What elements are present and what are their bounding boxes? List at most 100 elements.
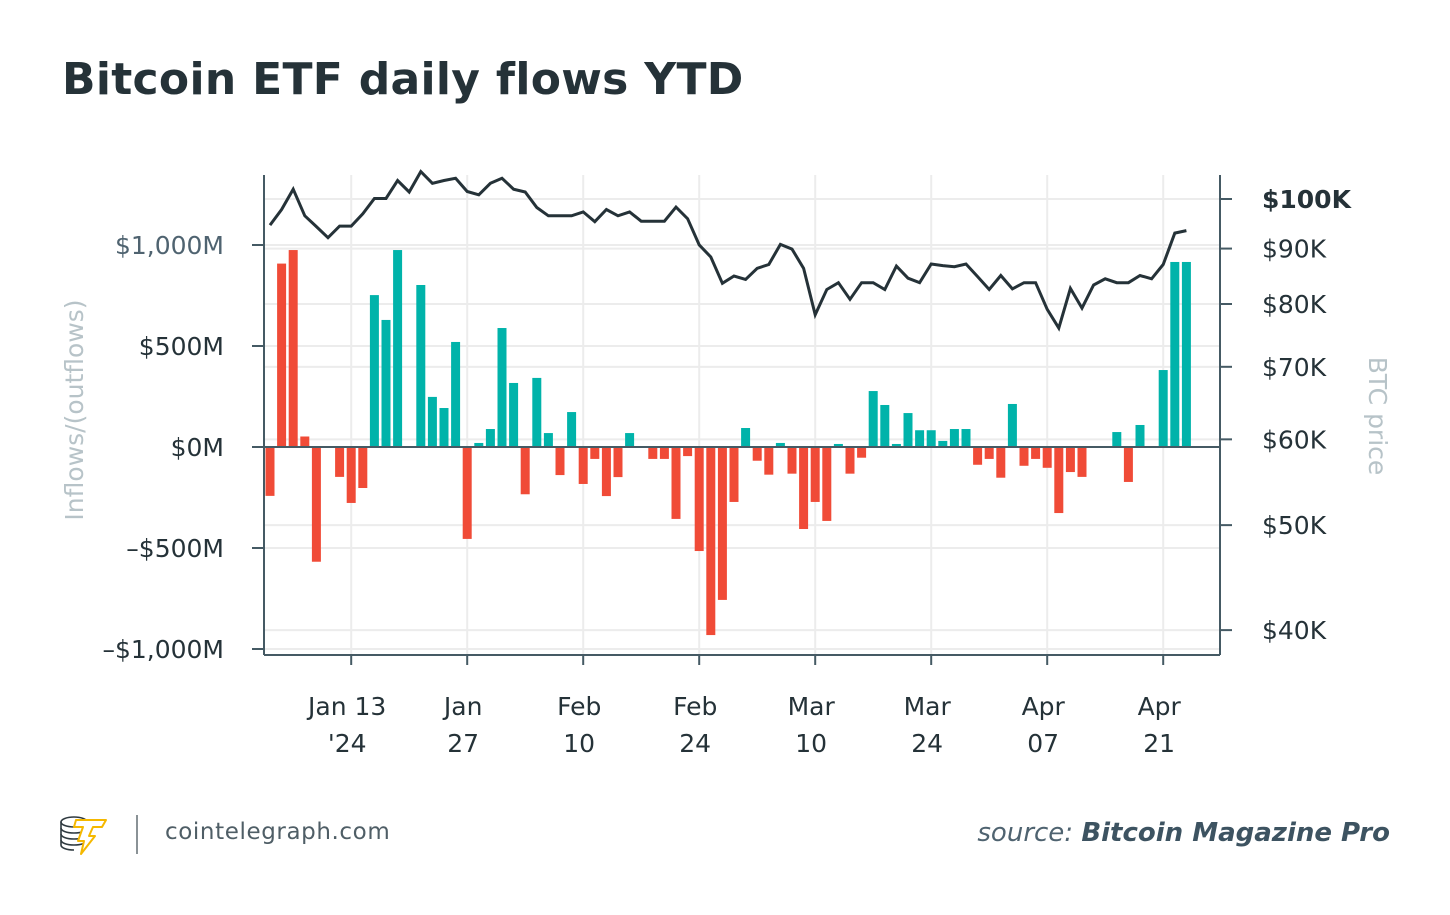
chart-title: Bitcoin ETF daily flows YTD bbox=[62, 54, 744, 105]
flow-bar bbox=[1054, 447, 1064, 514]
flow-bar bbox=[787, 447, 797, 474]
gridlines bbox=[264, 175, 1220, 655]
flow-bar bbox=[1135, 424, 1145, 447]
flow-bar bbox=[416, 284, 426, 447]
flow-bar bbox=[578, 447, 588, 484]
flow-bar bbox=[288, 250, 298, 447]
right-axis-title: BTC price bbox=[1363, 357, 1392, 476]
right-tick-label: $90K bbox=[1262, 235, 1327, 264]
flow-bar bbox=[694, 447, 704, 552]
flow-bar bbox=[532, 377, 542, 447]
left-axis-title: Inflows/(outflows) bbox=[60, 299, 89, 520]
flow-bar bbox=[451, 341, 461, 447]
flow-bar bbox=[335, 447, 345, 477]
flow-bar bbox=[1077, 447, 1087, 477]
flow-bar bbox=[973, 447, 983, 465]
flow-bar bbox=[1031, 447, 1041, 459]
flow-bar bbox=[358, 447, 368, 489]
flow-bar bbox=[509, 382, 519, 447]
x-tick-label-line2: 07 bbox=[1027, 729, 1059, 758]
flow-bar bbox=[717, 447, 727, 600]
flow-bar bbox=[439, 408, 449, 447]
flow-bar bbox=[462, 447, 472, 539]
flow-bar bbox=[1065, 447, 1075, 473]
flow-bar bbox=[427, 396, 437, 447]
x-tick-label-line2: 10 bbox=[795, 729, 827, 758]
flow-bar bbox=[903, 413, 913, 447]
left-tick-label: –$500M bbox=[126, 534, 224, 563]
flow-bar bbox=[799, 447, 809, 530]
x-tick-label: Feb bbox=[557, 692, 601, 721]
x-tick-label: Jan 13 bbox=[306, 692, 386, 721]
flow-bar bbox=[845, 447, 855, 474]
flow-bar bbox=[961, 429, 971, 447]
flow-bar bbox=[741, 428, 751, 447]
x-tick-label-line2: 24 bbox=[679, 729, 711, 758]
x-tick-label-line2: 10 bbox=[563, 729, 595, 758]
price-line-group bbox=[268, 169, 1187, 332]
x-tick-label: Apr bbox=[1022, 692, 1066, 721]
flow-bar bbox=[346, 447, 356, 503]
flow-bar bbox=[393, 250, 403, 447]
left-tick-label: $0M bbox=[171, 433, 224, 462]
flow-bar bbox=[706, 447, 716, 636]
right-tick-label: $100K bbox=[1262, 185, 1353, 214]
flow-bar bbox=[915, 430, 925, 447]
left-tick-label: $500M bbox=[139, 332, 224, 361]
flow-bar bbox=[810, 447, 820, 502]
axes bbox=[252, 175, 1232, 665]
flow-bar bbox=[822, 447, 832, 521]
flow-bar bbox=[659, 447, 669, 459]
footer-divider bbox=[136, 815, 138, 854]
x-tick-label-line2: 24 bbox=[911, 729, 943, 758]
flow-bar bbox=[613, 447, 623, 478]
footer-source: source: Bitcoin Magazine Pro bbox=[977, 818, 1390, 848]
flow-bar bbox=[520, 447, 530, 495]
x-tick-label-line2: '24 bbox=[328, 729, 367, 758]
flow-bar bbox=[625, 433, 635, 447]
right-tick-label: $70K bbox=[1262, 353, 1327, 382]
x-tick-label: Mar bbox=[904, 692, 952, 721]
x-tick-label: Mar bbox=[788, 692, 836, 721]
flow-bar bbox=[567, 412, 577, 447]
flow-bar bbox=[880, 404, 890, 447]
flow-bar bbox=[683, 447, 693, 457]
flow-bar bbox=[590, 447, 600, 459]
flow-bar bbox=[752, 447, 762, 461]
x-tick-label: Feb bbox=[673, 692, 717, 721]
flow-bar bbox=[601, 447, 611, 497]
flow-bar bbox=[764, 447, 774, 475]
source-name: Bitcoin Magazine Pro bbox=[1081, 818, 1390, 848]
footer-site: cointelegraph.com bbox=[165, 819, 391, 845]
right-tick-label: $50K bbox=[1262, 511, 1327, 540]
flow-bar bbox=[311, 447, 321, 562]
flow-bar bbox=[833, 443, 843, 447]
x-tick-label: Jan bbox=[442, 692, 483, 721]
flow-bar bbox=[381, 319, 391, 447]
flow-bar bbox=[868, 391, 878, 447]
x-tick-label-line2: 21 bbox=[1143, 729, 1175, 758]
flow-bar bbox=[1042, 447, 1052, 468]
flow-bar bbox=[1019, 447, 1029, 466]
flow-bar bbox=[671, 447, 681, 519]
flow-bar bbox=[938, 440, 948, 447]
btc-price-line bbox=[268, 169, 1187, 332]
flow-bars bbox=[265, 250, 1191, 636]
flow-bar bbox=[926, 430, 936, 447]
flow-bar bbox=[775, 442, 785, 447]
flow-bar bbox=[729, 447, 739, 502]
right-tick-label: $80K bbox=[1262, 290, 1327, 319]
flow-bar bbox=[369, 295, 379, 447]
x-tick-label: Apr bbox=[1138, 692, 1182, 721]
flow-bar bbox=[648, 447, 658, 459]
right-tick-label: $60K bbox=[1262, 425, 1327, 454]
flow-bar bbox=[891, 443, 901, 447]
flow-bar bbox=[984, 447, 994, 459]
flow-bar bbox=[1007, 403, 1017, 447]
right-tick-label: $40K bbox=[1262, 616, 1327, 645]
flow-bar bbox=[277, 263, 287, 447]
x-tick-label-line2: 27 bbox=[447, 729, 479, 758]
flow-bar bbox=[857, 447, 867, 458]
cointelegraph-logo-icon bbox=[58, 814, 110, 860]
